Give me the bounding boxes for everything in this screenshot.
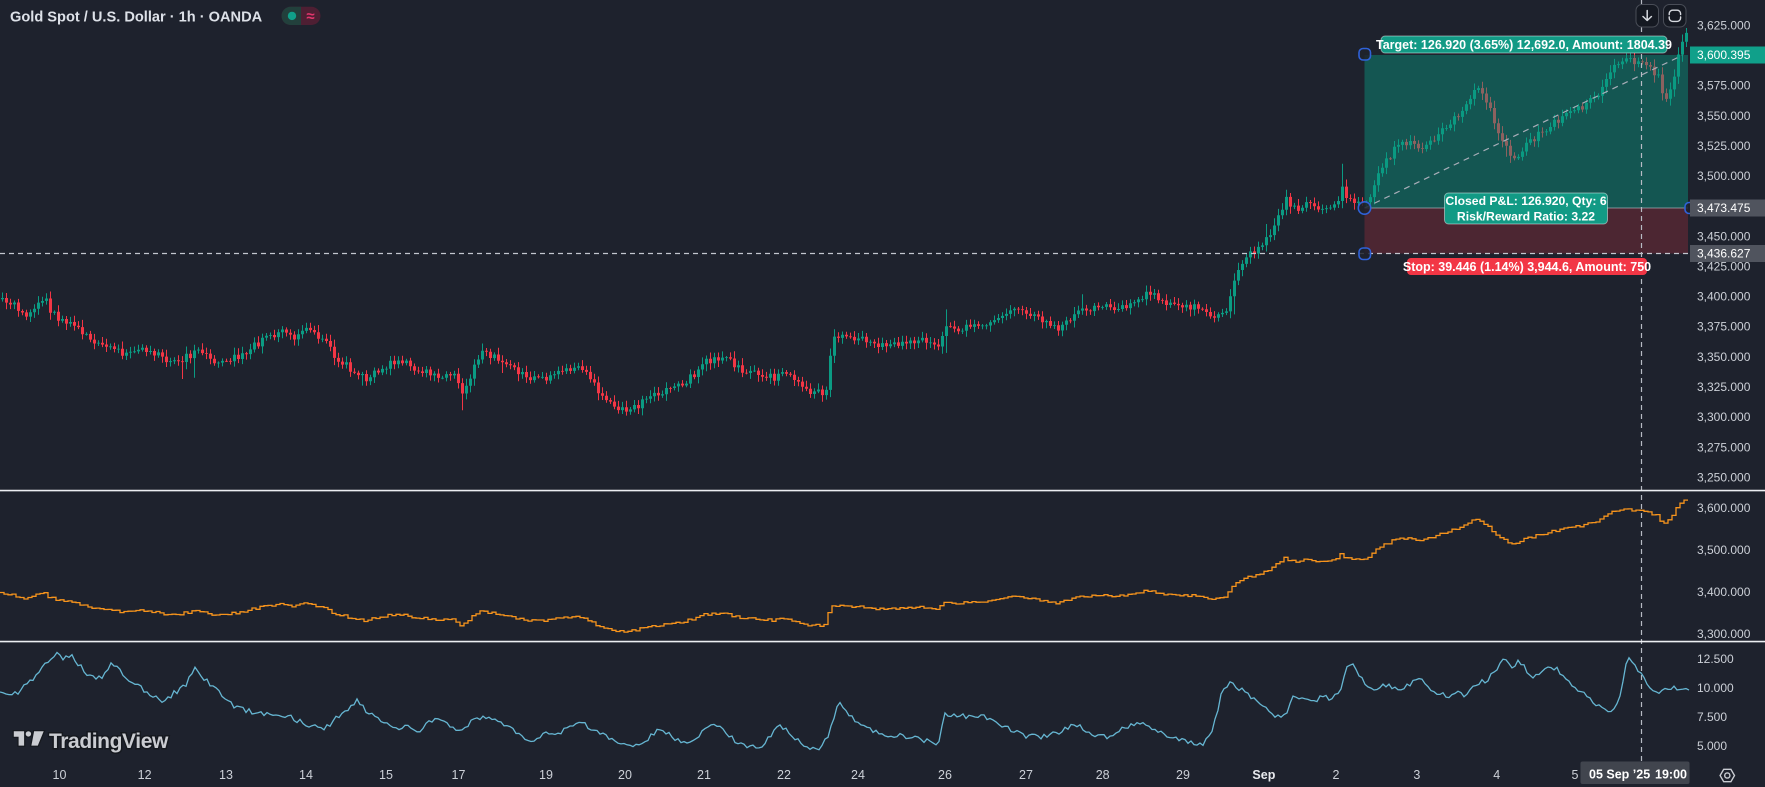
svg-text:12.500: 12.500 [1697, 652, 1734, 666]
svg-text:17: 17 [452, 768, 466, 782]
svg-text:Risk/Reward Ratio: 3.22: Risk/Reward Ratio: 3.22 [1457, 210, 1595, 224]
svg-text:3,400.000: 3,400.000 [1697, 290, 1751, 304]
svg-text:3,575.000: 3,575.000 [1697, 79, 1751, 93]
svg-text:20: 20 [618, 768, 632, 782]
svg-text:3,625.000: 3,625.000 [1697, 18, 1751, 32]
svg-text:12: 12 [138, 768, 152, 782]
svg-text:28: 28 [1096, 768, 1110, 782]
svg-text:29: 29 [1176, 768, 1190, 782]
svg-text:3,600.000: 3,600.000 [1697, 501, 1751, 515]
svg-text:Closed P&L: 126.920, Qty: 6: Closed P&L: 126.920, Qty: 6 [1445, 194, 1606, 208]
svg-text:3,500.000: 3,500.000 [1697, 543, 1751, 557]
svg-text:5: 5 [1572, 768, 1579, 782]
svg-text:4: 4 [1493, 768, 1500, 782]
svg-text:14: 14 [299, 768, 313, 782]
svg-text:3,500.000: 3,500.000 [1697, 169, 1751, 183]
svg-text:24: 24 [851, 768, 865, 782]
svg-text:27: 27 [1019, 768, 1033, 782]
svg-text:5.000: 5.000 [1697, 739, 1727, 753]
svg-text:19: 19 [539, 768, 553, 782]
svg-text:15: 15 [379, 768, 393, 782]
svg-text:3,473.475: 3,473.475 [1697, 201, 1751, 215]
svg-text:3,250.000: 3,250.000 [1697, 470, 1751, 484]
svg-text:10.000: 10.000 [1697, 681, 1734, 695]
svg-text:26: 26 [938, 768, 952, 782]
svg-text:21: 21 [697, 768, 711, 782]
svg-text:3: 3 [1413, 768, 1420, 782]
svg-text:3,400.000: 3,400.000 [1697, 585, 1751, 599]
svg-text:Sep: Sep [1252, 768, 1275, 782]
svg-text:13: 13 [219, 768, 233, 782]
svg-text:3,450.000: 3,450.000 [1697, 229, 1751, 243]
svg-text:3,425.000: 3,425.000 [1697, 259, 1751, 273]
svg-text:2: 2 [1333, 768, 1340, 782]
svg-text:Gold Spot / U.S. Dollar · 1h ·: Gold Spot / U.S. Dollar · 1h · OANDA [10, 10, 263, 26]
svg-text:05 Sep ’25: 05 Sep ’25 [1589, 768, 1650, 782]
svg-text:3,325.000: 3,325.000 [1697, 380, 1751, 394]
svg-text:3,600.395: 3,600.395 [1697, 48, 1751, 62]
svg-text:3,300.000: 3,300.000 [1697, 410, 1751, 424]
svg-text:3,275.000: 3,275.000 [1697, 440, 1751, 454]
svg-text:TradingView: TradingView [49, 730, 169, 753]
svg-text:3,436.627: 3,436.627 [1697, 247, 1751, 261]
svg-text:3,525.000: 3,525.000 [1697, 139, 1751, 153]
svg-text:19:00: 19:00 [1655, 768, 1687, 782]
svg-text:Target: 126.920 (3.65%) 12,692: Target: 126.920 (3.65%) 12,692.0, Amount… [1376, 38, 1672, 52]
svg-text:3,375.000: 3,375.000 [1697, 320, 1751, 334]
svg-text:≈: ≈ [306, 8, 314, 25]
svg-text:3,300.000: 3,300.000 [1697, 627, 1751, 641]
svg-text:10: 10 [53, 768, 67, 782]
svg-text:3,350.000: 3,350.000 [1697, 350, 1751, 364]
svg-text:3,550.000: 3,550.000 [1697, 109, 1751, 123]
svg-text:22: 22 [777, 768, 791, 782]
svg-text:Stop: 39.446 (1.14%) 3,944.6,: Stop: 39.446 (1.14%) 3,944.6, Amount: 75… [1403, 260, 1651, 274]
svg-text:7.500: 7.500 [1697, 710, 1727, 724]
